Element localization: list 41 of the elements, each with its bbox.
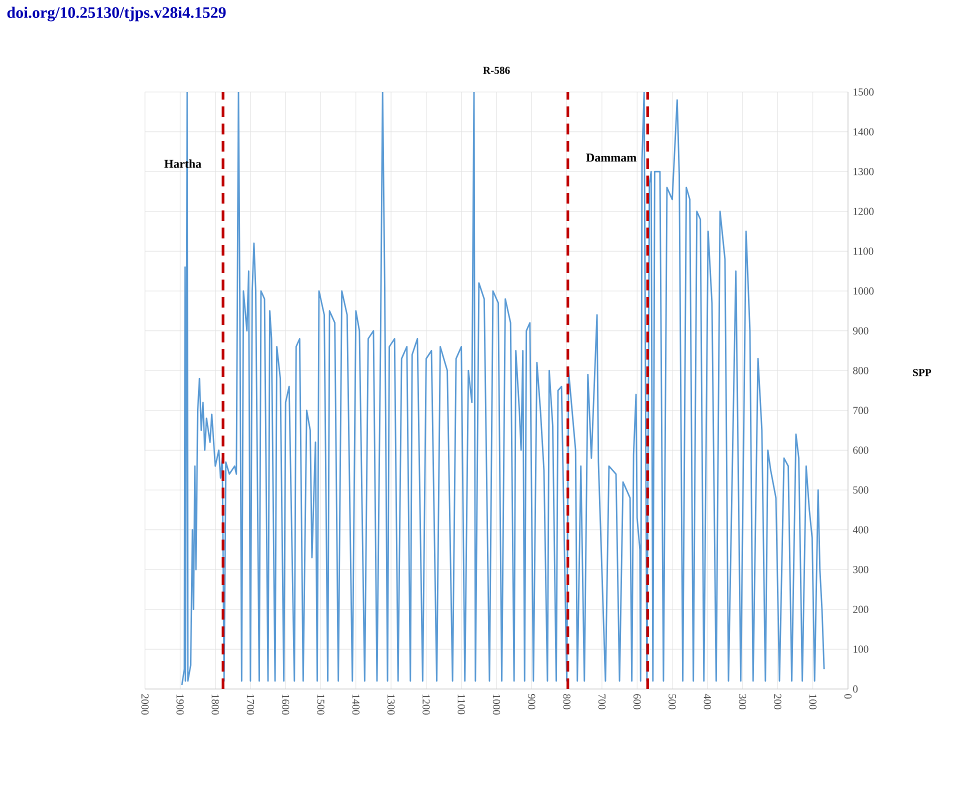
y-tick-label: 400 [852,526,868,534]
x-tick-label: 1100 [458,694,465,714]
x-tick-label: 200 [774,694,782,710]
x-tick-label: 1300 [387,694,395,715]
text: doi.org/10.25130/tjps.v28i4.1529 [7,6,226,22]
x-tick-label: 2000 [141,694,149,715]
y-tick-label: 300 [853,566,868,574]
y-tick-label: 1500 [854,88,874,96]
x-tick-label: 600 [634,694,641,710]
y-tick-label: 700 [853,406,868,414]
y-tick-label: 0 [853,685,858,693]
x-tick-label: 300 [738,694,746,710]
y-tick-label: 500 [853,486,868,494]
y-tick-label: 1000 [854,287,874,295]
y-axis-title: SPP [913,369,932,376]
y-tick-label: 100 [854,646,868,653]
y-tick-label: 1100 [854,248,874,255]
x-tick-label: 0 [844,694,852,699]
y-tick-label: 600 [853,446,868,454]
x-tick-label: 1400 [352,694,360,715]
x-tick-label: 700 [598,694,606,710]
x-tick-label: 1000 [492,694,500,715]
y-tick-label: 1400 [854,128,874,136]
y-tick-label: 900 [853,327,868,334]
annotation: Dammam [586,154,636,162]
y-tick-label: 200 [853,606,868,613]
x-tick-label: 1200 [422,694,430,715]
x-tick-label: 1700 [246,694,254,715]
x-tick-label: 1500 [317,694,324,715]
x-tick-label: 1900 [176,694,184,715]
x-tick-label: 1600 [282,694,290,715]
x-tick-label: 800 [563,694,570,710]
x-tick-label: 100 [809,694,816,710]
y-tick-label: 1200 [854,208,874,215]
y-tick-label: 1300 [854,168,874,176]
x-tick-label: 400 [704,694,711,710]
y-tick-label: 800 [853,367,868,374]
x-tick-label: 900 [528,694,536,710]
x-tick-label: 500 [668,694,676,710]
x-tick-label: 1800 [212,694,219,715]
chart-title: R-586 [483,66,510,74]
